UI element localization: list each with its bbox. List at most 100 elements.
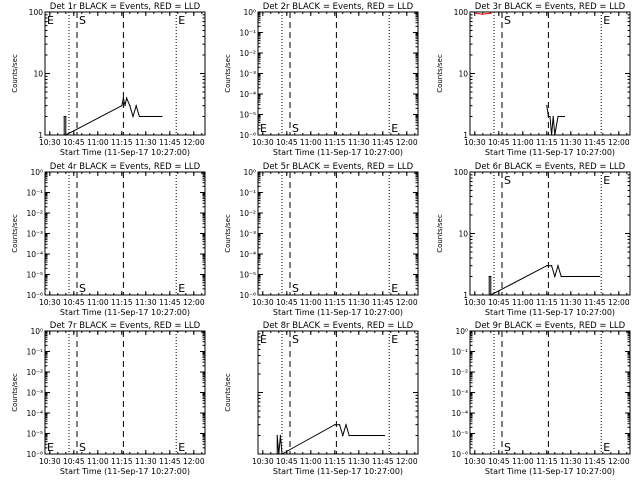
x-tick-label: 10:30 <box>464 298 486 307</box>
data-point <box>570 275 572 278</box>
y-tick-label: 10⁻³ <box>26 389 43 398</box>
interval-marker: E <box>260 333 267 346</box>
x-axis-label: Start Time (11-Sep-17 10:27:00) <box>273 467 403 476</box>
data-point <box>475 12 477 14</box>
y-tick-label: 1 <box>38 131 43 140</box>
y-tick-label: 10 <box>33 70 43 79</box>
x-tick-label: 11:00 <box>512 298 534 307</box>
data-point <box>546 105 548 107</box>
x-axis-label: Start Time (11-Sep-17 10:27:00) <box>485 467 615 476</box>
interval-marker: S <box>79 14 86 27</box>
x-tick-label: 11:00 <box>512 138 534 147</box>
interval-marker: S <box>292 122 299 135</box>
data-point <box>586 275 588 278</box>
x-tick-label: 10:30 <box>39 138 61 147</box>
x-tick-label: 11:30 <box>348 298 370 307</box>
y-tick-label: 10⁻⁵ <box>239 271 256 280</box>
x-tick-label: 11:15 <box>536 298 558 307</box>
x-tick-label: 12:00 <box>396 298 418 307</box>
x-tick-label: 11:30 <box>560 138 582 147</box>
panel-title: Det 5r BLACK = Events, RED = LLD <box>263 162 414 172</box>
data-point <box>361 434 363 437</box>
x-tick-label: 10:45 <box>276 457 298 466</box>
x-axis-label: Start Time (11-Sep-17 10:27:00) <box>273 308 403 317</box>
y-tick-label: 100 <box>454 8 469 17</box>
detector-panel-3: Det 3r BLACK = Events, RED = LLD Start Ti… <box>436 2 631 157</box>
x-tick-label: 12:00 <box>608 457 630 466</box>
y-tick-label: 10⁻¹ <box>239 29 256 38</box>
detector-panel-6: Det 6r BLACK = Events, RED = LLD Start Ti… <box>436 162 631 317</box>
y-axis-label: Counts/sec <box>224 214 232 253</box>
data-point <box>552 115 554 118</box>
x-tick-label: 10:30 <box>39 298 61 307</box>
y-tick-label: 10⁻⁴ <box>451 409 468 418</box>
x-axis-label: Start Time (11-Sep-17 10:27:00) <box>485 308 615 317</box>
y-tick-label: 10⁰ <box>243 168 256 177</box>
data-point <box>563 115 566 118</box>
data-point <box>279 434 281 437</box>
data-point <box>371 434 373 437</box>
x-tick-label: 11:00 <box>300 138 322 147</box>
y-tick-label: 1 <box>463 291 468 300</box>
panel-title: Det 4r BLACK = Events, RED = LLD <box>50 162 201 172</box>
data-point <box>599 275 601 278</box>
data-point <box>551 265 553 267</box>
y-tick-label: 10⁻² <box>26 209 43 218</box>
data-point <box>554 275 556 278</box>
y-axis-label: Counts/sec <box>224 373 232 412</box>
x-tick-label: 10:45 <box>63 298 85 307</box>
data-point <box>583 275 585 278</box>
data-point <box>339 424 341 426</box>
data-point <box>65 134 67 136</box>
data-point <box>364 434 366 437</box>
x-tick-label: 11:45 <box>159 138 181 147</box>
data-point <box>557 265 559 267</box>
data-point <box>549 115 551 118</box>
y-tick-label: 10⁻⁴ <box>239 90 256 99</box>
data-point <box>276 434 278 437</box>
y-axis-label: Counts/sec <box>11 214 19 253</box>
x-tick-label: 11:00 <box>87 457 109 466</box>
interval-marker: E <box>603 441 610 454</box>
y-tick-label: 10⁻⁴ <box>239 250 256 259</box>
x-axis-label: Start Time (11-Sep-17 10:27:00) <box>60 467 190 476</box>
data-series-line <box>488 263 600 296</box>
x-tick-label: 12:00 <box>183 457 205 466</box>
x-axis-label: Start Time (11-Sep-17 10:27:00) <box>485 148 615 157</box>
panel-title: Det 8r BLACK = Events, RED = LLD <box>263 321 414 331</box>
interval-marker: E <box>603 174 610 187</box>
data-point <box>345 424 347 426</box>
x-tick-label: 11:30 <box>135 138 157 147</box>
x-tick-label: 11:30 <box>560 298 582 307</box>
y-tick-label: 10⁰ <box>30 168 43 177</box>
x-tick-label: 10:45 <box>63 138 85 147</box>
data-point <box>358 434 360 437</box>
panel-title: Det 1r BLACK = Events, RED = LLD <box>50 2 201 12</box>
data-point <box>122 97 124 99</box>
data-point <box>573 275 575 278</box>
y-tick-label: 10⁻⁶ <box>239 291 256 300</box>
x-tick-label: 11:00 <box>87 138 109 147</box>
x-tick-label: 12:00 <box>183 138 205 147</box>
y-tick-label: 10⁻⁶ <box>26 450 43 459</box>
x-tick-label: 10:45 <box>488 138 510 147</box>
data-point <box>63 115 65 118</box>
interval-marker: S <box>504 14 511 27</box>
y-tick-label: 10⁻² <box>239 209 256 218</box>
data-point <box>490 12 492 14</box>
x-tick-label: 11:15 <box>324 457 346 466</box>
y-axis-label: Counts/sec <box>224 54 232 93</box>
x-tick-label: 10:30 <box>39 457 61 466</box>
interval-marker: E <box>391 333 398 346</box>
y-tick-label: 100 <box>29 8 44 17</box>
interval-marker: E <box>391 122 398 135</box>
interval-marker: S <box>292 282 299 295</box>
data-series-line <box>546 105 565 136</box>
x-tick-label: 10:30 <box>252 298 274 307</box>
data-point <box>560 115 562 118</box>
y-tick-label: 10 <box>458 70 468 79</box>
interval-marker: S <box>79 282 86 295</box>
x-tick-label: 11:45 <box>372 457 394 466</box>
data-point <box>490 275 492 278</box>
y-tick-label: 10⁻³ <box>451 389 468 398</box>
